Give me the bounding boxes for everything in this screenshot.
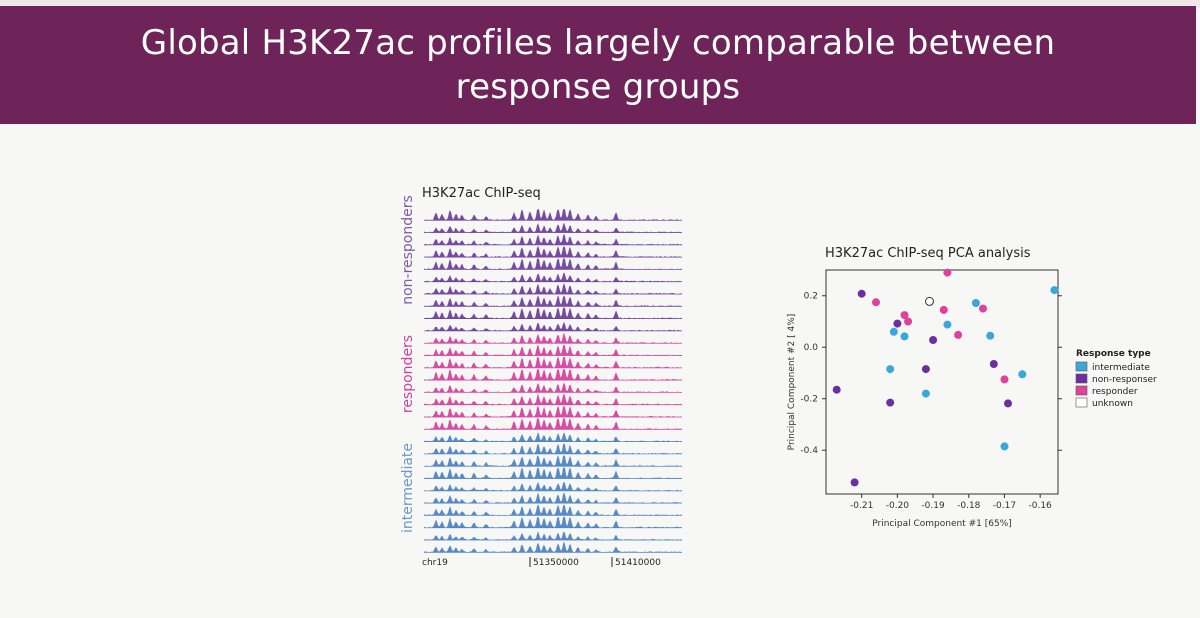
track-responders-2	[424, 344, 682, 356]
x-tick-label: -0.17	[993, 501, 1016, 511]
x-tick-label: -0.20	[886, 501, 910, 511]
y-tick-label: 0.2	[804, 292, 818, 302]
chip-seq-title: H3K27ac ChIP-seq	[422, 186, 541, 201]
point-intermediate	[900, 332, 909, 341]
track-non-responders-2	[424, 222, 682, 233]
point-intermediate	[1050, 286, 1059, 295]
legend-text-intermediate: intermediate	[1092, 363, 1150, 373]
point-responder	[872, 298, 880, 307]
legend-text-non-responser: non-responser	[1092, 375, 1157, 385]
point-intermediate	[986, 331, 995, 340]
track-non-responders-9	[424, 307, 682, 319]
coordinate-label-1: 51350000	[533, 558, 579, 568]
y-tick-label: 0.0	[804, 343, 819, 353]
point-intermediate	[886, 365, 895, 374]
point-responder	[900, 311, 909, 320]
y-tick-label: -0.2	[800, 395, 818, 405]
point-intermediate	[921, 389, 930, 398]
track-responders-1	[424, 332, 682, 344]
track-intermediate-9	[424, 531, 682, 541]
slide-title-banner: Global H3K27ac profiles largely comparab…	[0, 6, 1196, 124]
point-intermediate	[889, 327, 898, 336]
window-top-strip	[0, 0, 1200, 8]
track-non-responders-5	[424, 258, 682, 270]
point-non-responser	[886, 398, 895, 407]
x-tick-label: -0.21	[850, 501, 873, 511]
legend-title: Response type	[1076, 349, 1151, 359]
point-non-responser	[857, 289, 866, 298]
track-responders-8	[424, 418, 682, 430]
track-non-responders-6	[424, 272, 682, 282]
chip-seq-tracks: chr19 51350000 51410000	[422, 209, 682, 568]
legend-swatch-responder	[1075, 385, 1088, 396]
point-non-responser	[893, 319, 902, 328]
chromosome-label: chr19	[422, 558, 448, 568]
point-responder	[1000, 375, 1009, 384]
y-tick-label: -0.4	[800, 446, 818, 456]
point-unknown	[925, 296, 934, 306]
point-non-responser	[989, 360, 998, 368]
point-responder	[943, 268, 952, 277]
legend-swatch-unknown	[1075, 397, 1088, 408]
track-intermediate-10	[424, 541, 682, 553]
track-responders-6	[424, 393, 682, 405]
track-intermediate-3	[424, 455, 682, 467]
track-responders-5	[424, 382, 682, 393]
point-non-responser	[929, 336, 938, 344]
track-intermediate-7	[424, 504, 682, 516]
track-non-responders-10	[424, 321, 682, 331]
point-non-responser	[921, 365, 930, 374]
x-tick-label: -0.18	[957, 501, 981, 511]
legend: Response type intermediate non-responser…	[1075, 349, 1157, 409]
track-non-responders-1	[424, 209, 682, 221]
plot-frame	[825, 269, 1059, 495]
pca-panel: H3K27ac ChIP-seq PCA analysis Principal …	[760, 240, 1180, 540]
legend-text-unknown: unknown	[1092, 399, 1133, 409]
track-responders-7	[424, 406, 682, 418]
track-responders-4	[424, 369, 682, 381]
track-intermediate-4	[424, 467, 682, 479]
x-tick-label: -0.19	[921, 501, 945, 511]
point-responder	[904, 317, 913, 326]
point-non-responser	[832, 385, 841, 394]
point-non-responser	[850, 478, 859, 487]
track-intermediate-8	[424, 516, 682, 528]
track-intermediate-6	[424, 492, 682, 504]
point-intermediate	[1018, 370, 1027, 379]
legend-swatch-non-responser	[1075, 373, 1088, 384]
track-non-responders-3	[424, 233, 682, 245]
point-intermediate	[971, 299, 980, 307]
track-intermediate-5	[424, 481, 682, 491]
point-intermediate	[1000, 442, 1009, 451]
chip-seq-panel: H3K27ac ChIP-seq non-responders responde…	[390, 180, 690, 575]
pca-title: H3K27ac ChIP-seq PCA analysis	[825, 246, 1031, 261]
x-tick-label: -0.16	[1029, 501, 1053, 511]
track-intermediate-2	[424, 443, 682, 454]
y-axis-label: Principal Component #2 [ 4%]	[787, 314, 797, 451]
point-responder	[979, 304, 987, 313]
slide-title: Global H3K27ac profiles largely comparab…	[140, 23, 1056, 107]
legend-text-responder: responder	[1092, 387, 1138, 397]
track-non-responders-4	[424, 246, 682, 258]
track-responders-3	[424, 356, 682, 368]
track-non-responders-7	[424, 283, 682, 295]
track-intermediate-1	[424, 431, 682, 442]
point-responder	[954, 330, 963, 339]
point-responder	[939, 305, 948, 314]
track-non-responders-8	[424, 295, 682, 307]
point-intermediate	[943, 320, 952, 329]
x-axis-label: Principal Component #1 [65%]	[872, 519, 1011, 529]
pca-scatter-plot: Principal Component #1 [65%] Principal C…	[787, 268, 1157, 529]
point-non-responser	[1004, 399, 1012, 408]
coordinate-label-2: 51410000	[615, 558, 661, 568]
legend-swatch-intermediate	[1075, 361, 1088, 372]
